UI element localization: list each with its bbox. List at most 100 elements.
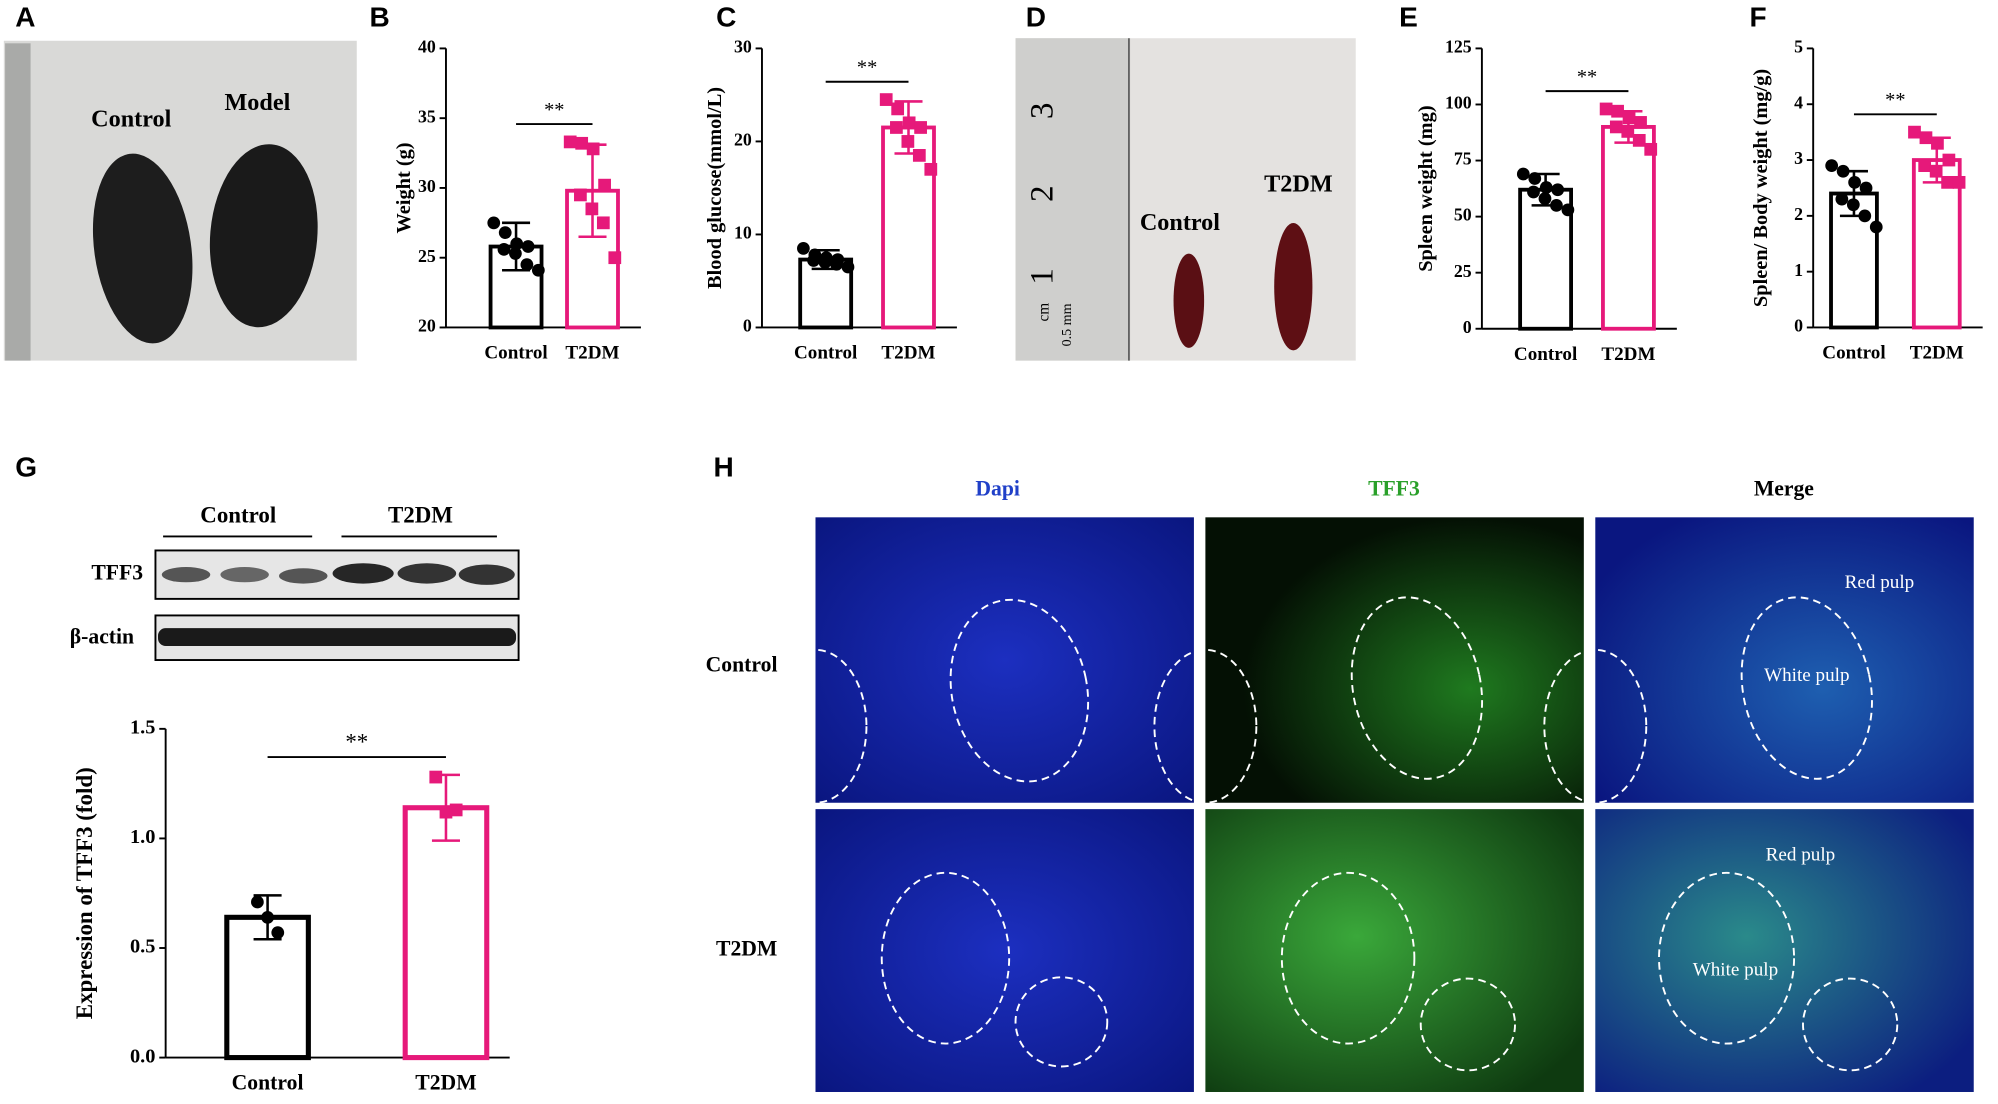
data-point xyxy=(586,142,600,156)
y-axis-label: Blood glucose(mmol/L) xyxy=(704,87,726,289)
y-tick-label: 100 xyxy=(1445,93,1472,113)
bar xyxy=(402,805,490,1061)
data-point xyxy=(1908,125,1921,139)
data-point xyxy=(1611,104,1624,118)
data-point xyxy=(797,242,810,255)
mouse xyxy=(209,144,318,328)
data-point xyxy=(890,121,903,134)
row-label: T2DM xyxy=(716,937,777,961)
row-label: Control xyxy=(706,652,778,676)
spleen xyxy=(1274,222,1313,351)
data-point xyxy=(449,803,463,817)
data-point xyxy=(1825,159,1839,172)
blot-group: T2DM xyxy=(388,503,453,528)
y-tick-label: 20 xyxy=(418,316,436,336)
spleen xyxy=(1173,253,1205,348)
data-point xyxy=(1528,172,1542,185)
data-point xyxy=(429,770,443,784)
x-tick-label: Control xyxy=(484,343,547,364)
data-point xyxy=(487,216,501,230)
panel-letter: F xyxy=(1749,2,1766,33)
ruler-label: cm xyxy=(1035,303,1052,322)
figure-body: A Control Model D 3 2 1 cm 0.5 mm Contro… xyxy=(3,2,1983,1094)
band xyxy=(220,567,269,583)
y-tick-label: 25 xyxy=(418,246,436,266)
micrograph xyxy=(815,517,1194,803)
panel-letter: D xyxy=(1026,2,1046,33)
band xyxy=(458,564,515,585)
y-tick-label: 40 xyxy=(418,37,436,57)
region-label: White pulp xyxy=(1693,959,1778,980)
photo-label: Model xyxy=(224,89,290,116)
data-point xyxy=(1599,102,1613,116)
region-label: Red pulp xyxy=(1766,845,1836,866)
data-point xyxy=(818,255,832,269)
panel-letter: E xyxy=(1399,2,1418,33)
micrograph xyxy=(1595,517,1974,803)
data-point xyxy=(531,263,545,277)
data-point xyxy=(1836,164,1850,178)
data-point xyxy=(891,102,905,116)
y-axis-label: Spleen weight (mg) xyxy=(1415,105,1437,271)
data-point xyxy=(261,910,274,924)
x-tick-label: T2DM xyxy=(1910,343,1964,364)
bar xyxy=(881,125,936,330)
data-point xyxy=(1952,175,1966,189)
data-point xyxy=(1918,159,1932,172)
data-point xyxy=(1941,175,1954,189)
y-tick-label: 3 xyxy=(1794,148,1803,168)
column-label: Merge xyxy=(1754,477,1814,501)
panel-letter: B xyxy=(370,2,390,33)
data-point xyxy=(914,121,927,134)
significance-label: ** xyxy=(1577,66,1597,88)
micrograph xyxy=(815,809,1194,1092)
y-tick-label: 0 xyxy=(743,316,752,336)
data-point xyxy=(879,93,893,106)
data-point xyxy=(1622,111,1636,125)
significance-label: ** xyxy=(544,99,564,121)
y-tick-label: 125 xyxy=(1445,37,1472,57)
panel-letter: H xyxy=(714,451,734,482)
y-tick-label: 5 xyxy=(1794,37,1803,57)
bar xyxy=(1601,124,1656,331)
y-tick-label: 20 xyxy=(734,130,752,150)
data-point xyxy=(1919,131,1933,145)
data-point xyxy=(563,135,577,149)
y-tick-label: 4 xyxy=(1794,92,1803,112)
band xyxy=(161,567,211,583)
band xyxy=(397,563,457,584)
data-point xyxy=(521,240,535,253)
data-point xyxy=(1634,116,1647,129)
y-axis-label: Weight (g) xyxy=(393,142,415,233)
region-label: White pulp xyxy=(1764,665,1849,686)
ruler xyxy=(1015,38,1131,361)
y-tick-label: 50 xyxy=(1454,205,1472,225)
y-tick-label: 30 xyxy=(734,37,752,57)
x-tick-label: Control xyxy=(1514,344,1577,365)
panel-letter: A xyxy=(15,2,35,33)
photo-label: Control xyxy=(1140,209,1220,236)
y-tick-label: 2 xyxy=(1794,204,1803,224)
data-point xyxy=(1644,142,1658,156)
data-point xyxy=(510,237,524,251)
data-point xyxy=(1538,192,1552,206)
data-point xyxy=(901,135,915,148)
y-tick-label: 30 xyxy=(418,176,436,196)
outlines xyxy=(763,596,1899,1072)
data-point xyxy=(1527,185,1540,199)
data-point xyxy=(912,149,926,162)
data-point xyxy=(1858,209,1872,223)
photo-label: Control xyxy=(91,106,171,133)
band xyxy=(158,628,517,647)
y-tick-label: 1 xyxy=(1794,260,1803,280)
data-point xyxy=(574,188,587,202)
data-point xyxy=(1929,164,1943,178)
y-axis-label: Spleen/ Body weight (mg/g) xyxy=(1750,69,1772,307)
x-tick-label: T2DM xyxy=(1601,344,1655,365)
data-point xyxy=(1869,220,1883,234)
ruler-label: 1 xyxy=(1023,268,1060,285)
y-tick-label: 0 xyxy=(1794,316,1803,336)
data-point xyxy=(1931,136,1944,150)
data-point xyxy=(585,202,599,216)
